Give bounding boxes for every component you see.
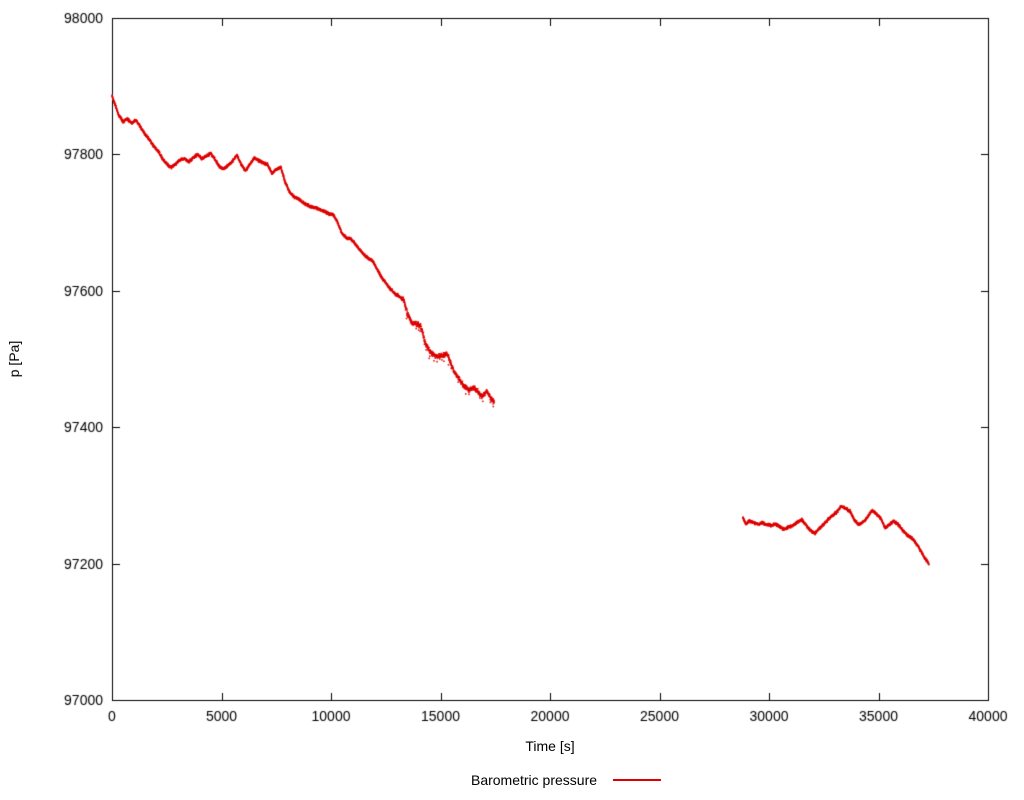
legend-line-icon	[613, 779, 662, 781]
legend: Barometric pressure	[470, 772, 662, 788]
x-axis-title: Time [s]	[525, 738, 575, 754]
legend-label: Barometric pressure	[470, 772, 598, 788]
y-axis-title: p [Pa]	[6, 340, 22, 378]
